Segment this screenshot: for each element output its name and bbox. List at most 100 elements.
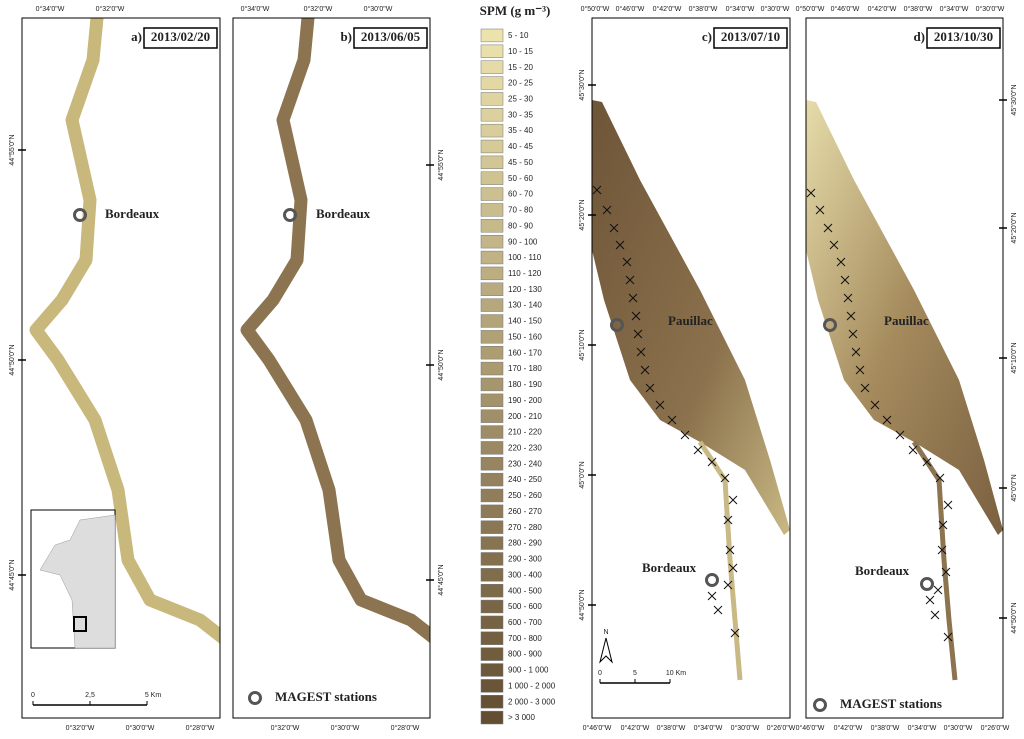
station-name: Bordeaux: [642, 560, 697, 575]
legend-swatch: [480, 139, 504, 154]
top-coordinate: 0°50'0"W: [796, 5, 825, 13]
sample-point: [908, 445, 918, 455]
legend-label: 20 - 25: [508, 79, 533, 88]
scale-label: 0: [598, 670, 602, 677]
panel-date: 2013/10/30: [934, 29, 993, 44]
station-name: Bordeaux: [105, 206, 160, 221]
bottom-coordinate: 0°30'0"W: [126, 724, 155, 732]
sample-point: [631, 311, 641, 321]
sample-point: [943, 632, 953, 642]
estuary-c: [592, 100, 790, 681]
estuary-d: [806, 100, 1003, 681]
sample-point: [636, 347, 646, 357]
sample-point: [609, 223, 619, 233]
legend-label: 700 - 800: [508, 634, 542, 643]
side-coordinate: 45°10'0"N: [1010, 342, 1018, 373]
legend-swatch: [480, 536, 504, 550]
legend-label: 15 - 20: [508, 63, 533, 72]
north-arrow: [599, 637, 613, 664]
legend-label: 190 - 200: [508, 396, 542, 405]
legend-label: 240 - 250: [508, 475, 542, 484]
legend-swatch: [480, 679, 504, 693]
panel-date: 2013/06/05: [361, 29, 421, 44]
station-marker: [705, 573, 719, 587]
legend-label: 1 000 - 2 000: [508, 681, 556, 690]
legend-label: 70 - 80: [508, 206, 533, 215]
legend-swatch: [480, 250, 504, 265]
frame: [591, 17, 791, 719]
sample-point: [848, 329, 858, 339]
legend-swatch: [480, 695, 504, 709]
station-name: Bordeaux: [316, 206, 371, 221]
legend-label: 220 - 230: [508, 443, 542, 452]
side-coordinate: 44°55'0"N: [8, 134, 16, 165]
legend-swatch: [480, 441, 504, 455]
legend-label: 60 - 70: [508, 190, 533, 199]
bottom-coordinate: 0°34'0"W: [908, 724, 937, 732]
legend-label: 800 - 900: [508, 650, 542, 659]
side-coordinate: 45°30'0"N: [1010, 84, 1018, 115]
key-marker: [248, 691, 262, 705]
sample-point: [823, 223, 833, 233]
legend-swatch: [480, 488, 504, 503]
panel-label: c): [702, 29, 712, 44]
bottom-coordinate: 0°46'0"W: [796, 724, 825, 732]
bottom-coordinate: 0°42'0"W: [834, 724, 863, 732]
top-coordinate: 0°50'0"W: [581, 5, 610, 13]
station-marker: [283, 208, 297, 222]
sample-point: [625, 275, 635, 285]
inset-map: [30, 509, 116, 649]
legend-label: 2 000 - 3 000: [508, 697, 556, 706]
sample-point: [723, 580, 733, 590]
sample-point: [707, 591, 717, 601]
river-b: [240, 18, 430, 644]
sample-point: [836, 257, 846, 267]
legend-swatch: [480, 266, 504, 281]
legend-swatch: [480, 203, 504, 217]
legend-label: 120 - 130: [508, 285, 542, 294]
bottom-coordinate: 0°26'0"W: [981, 724, 1010, 732]
bottom-coordinate: 0°38'0"W: [657, 724, 686, 732]
north-label: N: [603, 629, 608, 636]
station-name: Pauillac: [668, 313, 713, 328]
legend-swatch: [480, 615, 504, 630]
top-coordinate: 0°30'0"W: [761, 5, 790, 13]
legend-label: 600 - 700: [508, 618, 542, 627]
legend-swatch: [480, 457, 504, 471]
panel-label: a): [131, 29, 142, 44]
legend-swatch: [480, 346, 504, 360]
scale-label: 5 Km: [145, 692, 162, 699]
side-coordinate: 45°20'0"N: [578, 199, 586, 230]
side-coordinate: 45°30'0"N: [578, 69, 586, 100]
legend-label: 900 - 1 000: [508, 666, 549, 675]
bottom-coordinate: 0°26'0"W: [767, 724, 796, 732]
scale-label: 10 Km: [666, 670, 686, 677]
station-marker: [610, 318, 624, 332]
legend-label: 170 - 180: [508, 364, 542, 373]
legend-swatch: [480, 663, 504, 677]
legend-swatch: [480, 393, 504, 407]
side-coordinate: 44°45'0"N: [8, 559, 16, 590]
top-coordinate: 0°42'0"W: [653, 5, 682, 13]
legend-swatch: [480, 76, 504, 90]
bottom-coordinate: 0°46'0"W: [583, 724, 612, 732]
sample-point: [815, 205, 825, 215]
sample-point: [730, 628, 740, 638]
sample-point: [615, 240, 625, 250]
sample-point: [938, 520, 948, 530]
legend-swatch: [480, 647, 504, 661]
sample-point: [933, 585, 943, 595]
sample-point: [937, 545, 947, 555]
station-marker: [823, 318, 837, 332]
legend-label: 5 - 10: [508, 31, 529, 40]
sample-point: [943, 500, 953, 510]
legend-label: 50 - 60: [508, 174, 533, 183]
bottom-coordinate: 0°30'0"W: [944, 724, 973, 732]
key-label: MAGEST stations: [275, 689, 377, 704]
sample-point: [930, 610, 940, 620]
legend-label: 280 - 290: [508, 539, 542, 548]
top-coordinate: 0°38'0"W: [689, 5, 718, 13]
legend-label: 40 - 45: [508, 142, 533, 151]
sample-point: [851, 347, 861, 357]
legend-label: 160 - 170: [508, 348, 542, 357]
